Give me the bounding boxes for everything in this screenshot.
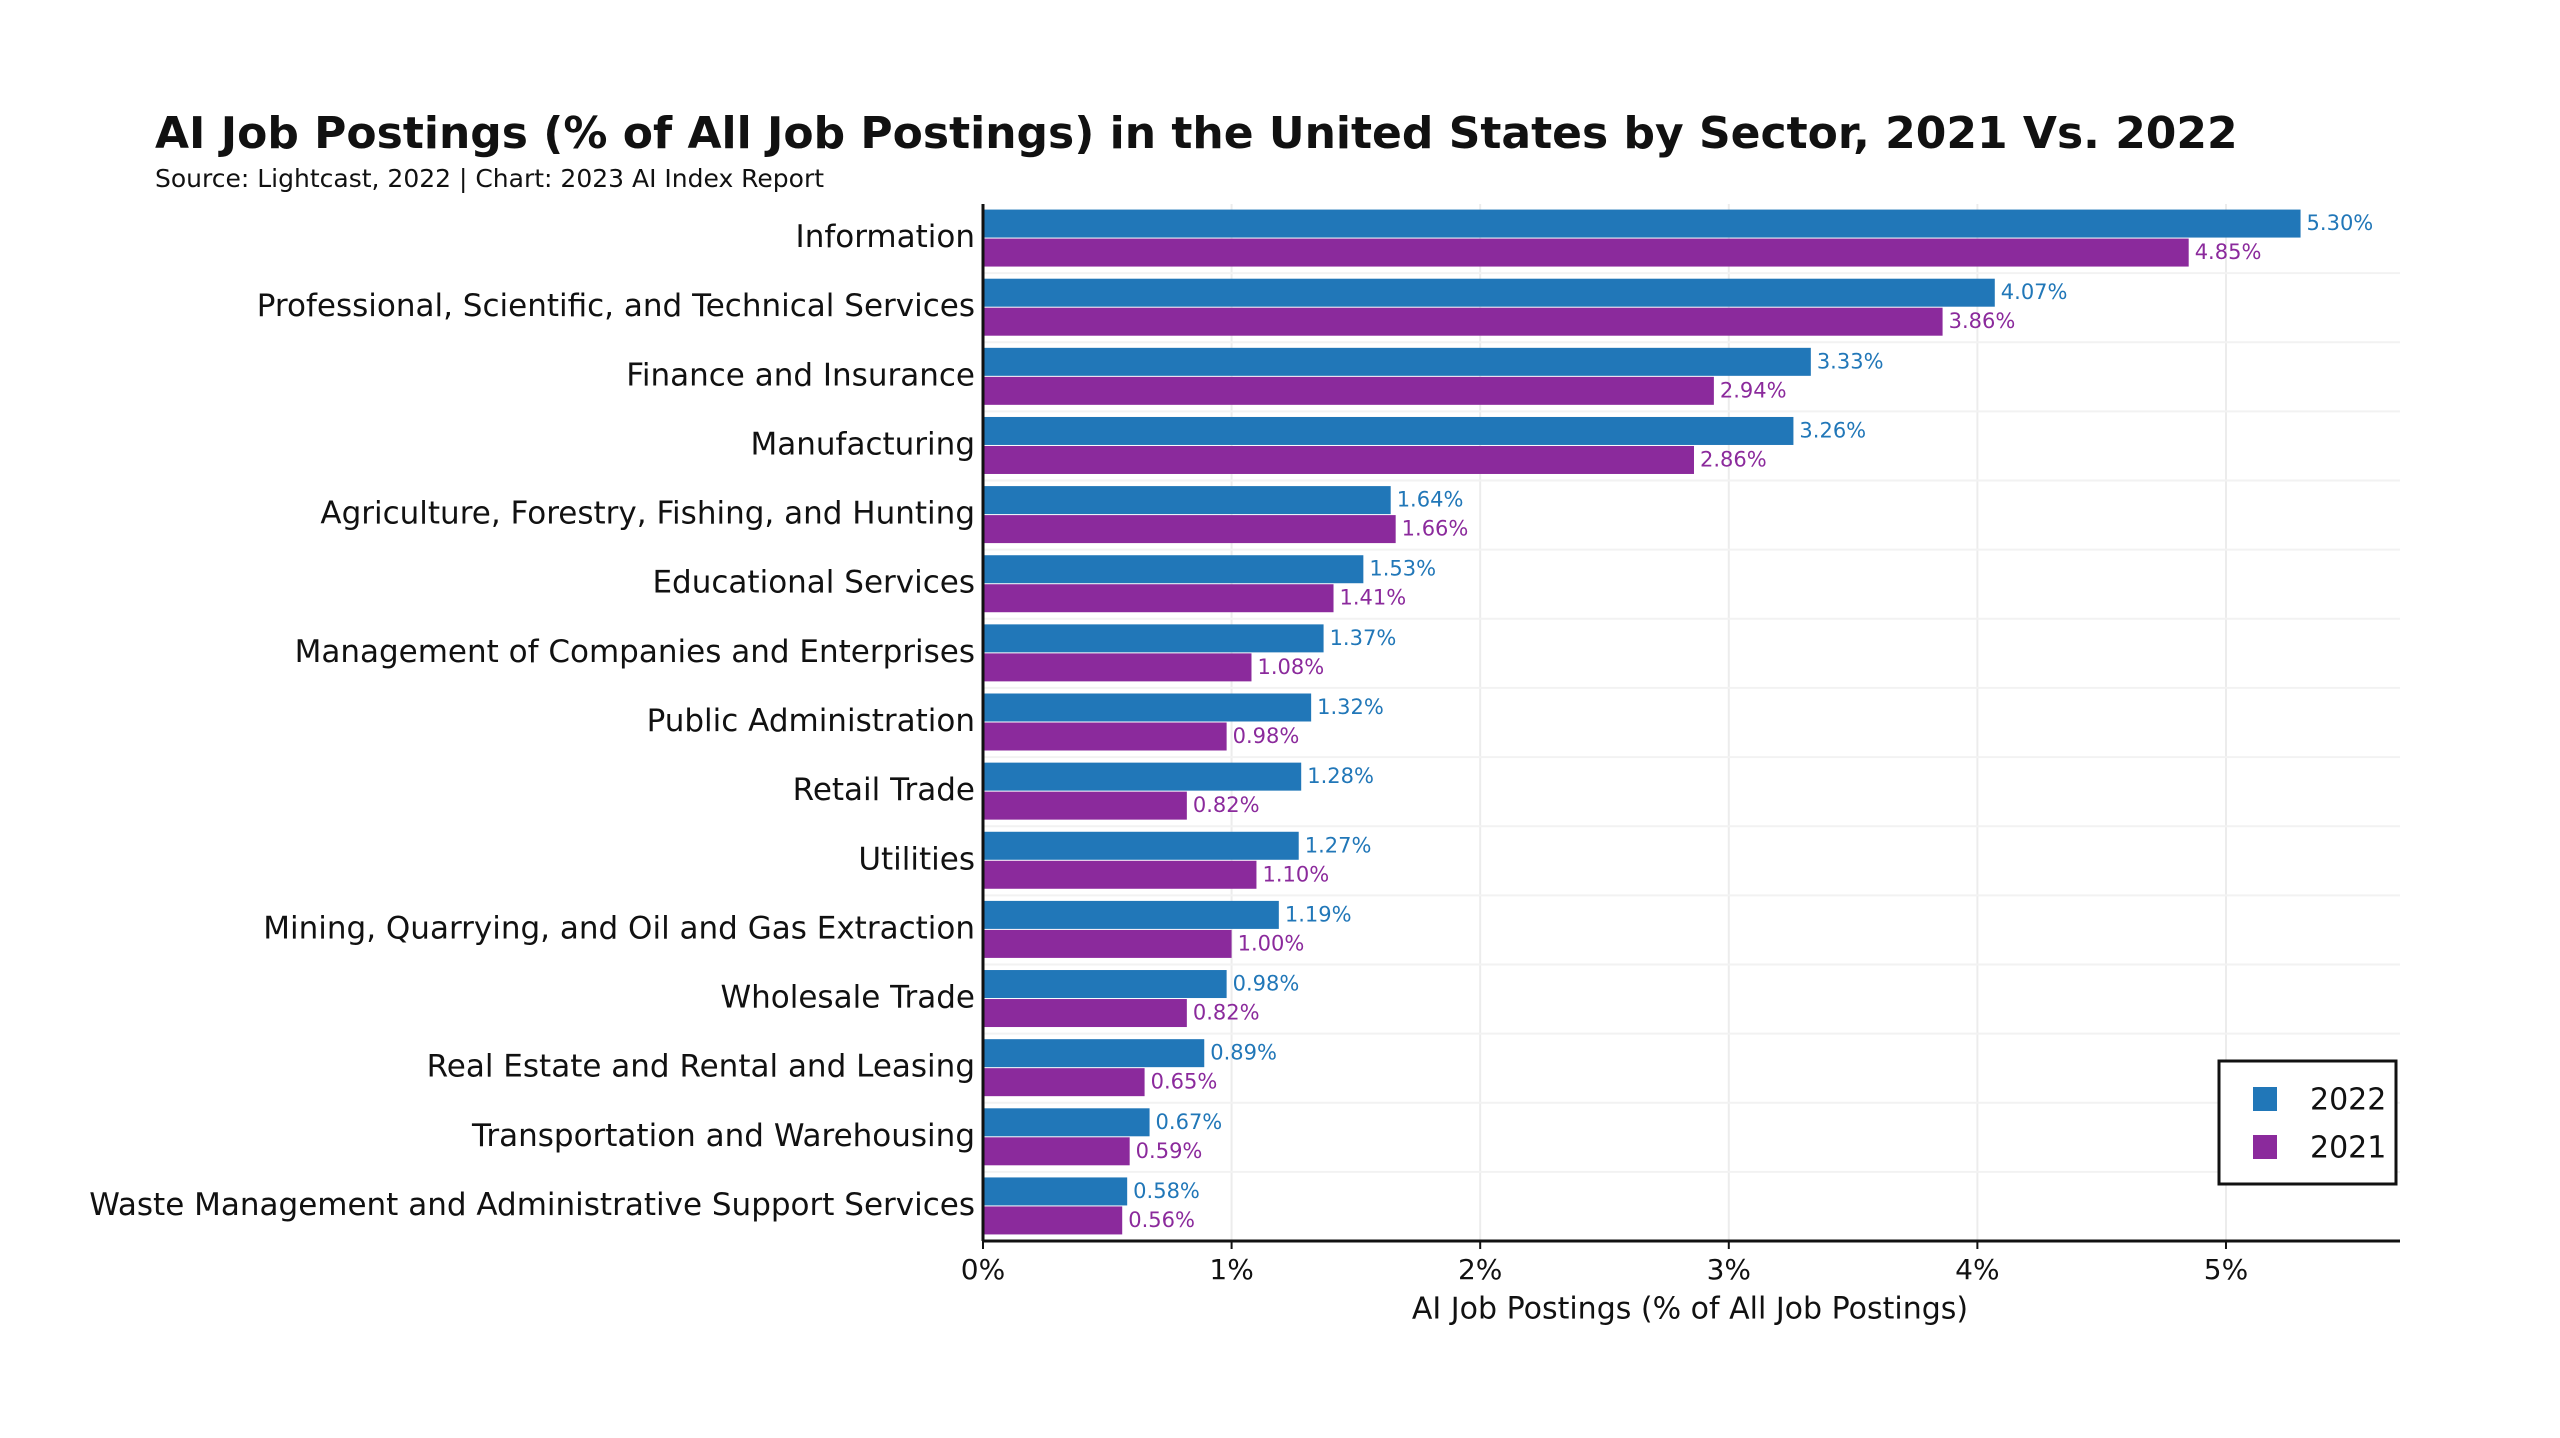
- y-tick-label: Professional, Scientific, and Technical …: [257, 288, 975, 324]
- bar: [983, 555, 1364, 584]
- x-tick-label: 2%: [1458, 1253, 1502, 1286]
- y-tick-label: Finance and Insurance: [626, 357, 975, 393]
- bar: [983, 693, 1312, 722]
- legend-box: [2217, 1059, 2398, 1186]
- value-label: 1.41%: [1340, 586, 1407, 610]
- value-label: 0.65%: [1151, 1070, 1218, 1094]
- value-label: 4.07%: [2001, 280, 2068, 304]
- legend-swatch: [2253, 1087, 2277, 1111]
- value-label: 1.28%: [1307, 764, 1374, 788]
- bar: [983, 860, 1257, 889]
- y-tick-label: Transportation and Warehousing: [471, 1118, 975, 1154]
- value-label: 2.94%: [1720, 378, 1787, 402]
- value-label: 0.89%: [1210, 1041, 1277, 1065]
- y-tick-label: Information: [796, 219, 975, 255]
- value-label: 2.86%: [1700, 447, 1767, 471]
- bar: [983, 515, 1396, 544]
- bar: [983, 762, 1302, 791]
- y-tick-label: Management of Companies and Enterprises: [295, 634, 975, 670]
- bar: [983, 1177, 1128, 1206]
- value-label: 0.67%: [1156, 1110, 1223, 1134]
- value-label: 3.86%: [1949, 309, 2016, 333]
- y-tick-label: Educational Services: [652, 565, 975, 601]
- x-axis-label: AI Job Postings (% of All Job Postings): [1412, 1292, 1968, 1327]
- bar: [983, 445, 1694, 474]
- bar: [983, 970, 1227, 999]
- y-tick-label: Utilities: [858, 841, 975, 877]
- value-label: 4.85%: [2195, 240, 2262, 264]
- legend-label: 2021: [2310, 1131, 2386, 1166]
- chart-title: AI Job Postings (% of All Job Postings) …: [155, 108, 2238, 159]
- bar: [983, 831, 1299, 860]
- value-label: 0.56%: [1128, 1208, 1195, 1232]
- bar: [983, 347, 1811, 376]
- y-tick-label: Agriculture, Forestry, Fishing, and Hunt…: [320, 496, 975, 532]
- value-label: 1.10%: [1262, 862, 1329, 886]
- x-tick-label: 4%: [1955, 1253, 1999, 1286]
- y-tick-label: Wholesale Trade: [720, 980, 975, 1016]
- value-label: 0.98%: [1233, 724, 1300, 748]
- bar: [983, 722, 1227, 751]
- x-tick-label: 0%: [961, 1253, 1005, 1286]
- value-label: 1.66%: [1402, 517, 1469, 541]
- legend-swatch: [2253, 1135, 2277, 1159]
- x-tick-label: 3%: [1707, 1253, 1751, 1286]
- value-label: 1.53%: [1369, 557, 1436, 581]
- x-tick-label: 5%: [2204, 1253, 2248, 1286]
- legend-label: 2022: [2310, 1083, 2386, 1118]
- y-tick-label: Waste Management and Administrative Supp…: [89, 1187, 975, 1223]
- bar: [983, 791, 1187, 820]
- value-label: 0.59%: [1136, 1139, 1203, 1163]
- bar: [983, 1068, 1145, 1097]
- value-label: 0.58%: [1133, 1179, 1200, 1203]
- x-tick-label: 1%: [1209, 1253, 1253, 1286]
- bar: [983, 999, 1187, 1028]
- value-label: 0.82%: [1193, 793, 1260, 817]
- bar: [983, 416, 1794, 445]
- y-tick-label: Retail Trade: [793, 772, 975, 808]
- y-tick-label: Manufacturing: [751, 426, 975, 462]
- value-label: 1.19%: [1285, 902, 1352, 926]
- bar: [983, 1108, 1150, 1137]
- value-label: 3.26%: [1799, 418, 1866, 442]
- bar: [983, 376, 1714, 405]
- value-label: 0.98%: [1233, 972, 1300, 996]
- chart-subtitle: Source: Lightcast, 2022 | Chart: 2023 AI…: [155, 164, 824, 193]
- bar: [983, 1206, 1123, 1235]
- bar: [983, 307, 1943, 336]
- value-label: 0.82%: [1193, 1001, 1260, 1025]
- y-tick-label: Real Estate and Rental and Leasing: [427, 1049, 975, 1085]
- y-tick-label: Public Administration: [647, 703, 975, 739]
- value-label: 1.00%: [1238, 931, 1305, 955]
- value-label: 1.27%: [1305, 833, 1372, 857]
- value-label: 3.33%: [1817, 349, 1884, 373]
- bar: [983, 1039, 1205, 1068]
- value-label: 1.37%: [1330, 626, 1397, 650]
- bar: [983, 624, 1324, 653]
- bar: [983, 209, 2301, 238]
- bar: [983, 486, 1391, 515]
- bar: [983, 653, 1252, 682]
- bar: [983, 929, 1232, 958]
- y-tick-label: Mining, Quarrying, and Oil and Gas Extra…: [263, 910, 975, 946]
- bar: [983, 900, 1279, 929]
- value-label: 5.30%: [2307, 211, 2374, 235]
- bar: [983, 238, 2189, 267]
- bar: [983, 1137, 1130, 1166]
- bar: [983, 584, 1334, 613]
- bar: [983, 278, 1995, 307]
- value-label: 1.08%: [1257, 655, 1324, 679]
- value-label: 1.64%: [1397, 488, 1464, 512]
- value-label: 1.32%: [1317, 695, 1384, 719]
